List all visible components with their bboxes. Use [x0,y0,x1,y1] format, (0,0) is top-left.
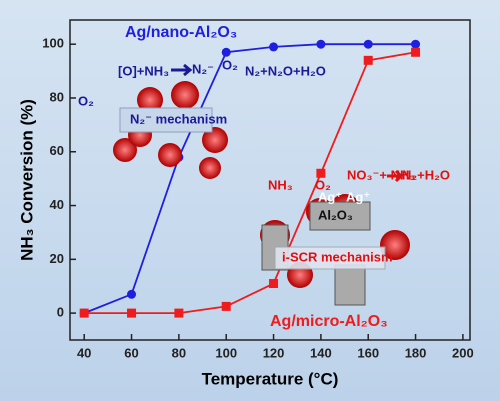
point [316,39,326,49]
annotation: N₂+H₂O [402,167,450,182]
point [269,279,279,289]
illustrations [113,81,410,306]
point [221,301,231,311]
x-tick-label: 80 [172,345,186,360]
arrow [387,169,404,183]
annotation: Ag⁺ [346,189,370,204]
legend-label: Ag/micro-Al₂O₃ [270,313,388,330]
annotation: i-SCR mechanism [282,249,393,264]
x-tick-label: 180 [405,345,427,360]
x-tick-label: 120 [263,345,285,360]
annotation: O₂ [315,177,331,192]
series-line [83,43,416,314]
y-tick-label: 80 [50,89,64,104]
annotation: N₂⁻ [192,61,214,76]
annotation: N₂⁻ mechanism [130,111,227,126]
y-tick-label: 100 [42,36,64,51]
series [79,47,421,318]
legend-label: Ag/nano-Al₂O₃ [125,24,237,41]
point [411,47,421,57]
y-tick-label: 20 [50,251,64,266]
annotation: Al₂O₃ [318,207,353,222]
annotation: O₂ [222,57,238,72]
annotation: N₂+N₂O+H₂O [245,63,326,78]
point [174,308,184,318]
point [221,47,231,57]
annotation: Ag⁺ [318,189,342,204]
point [316,168,326,178]
annotation: [O]+NH₃ [118,63,169,78]
point [127,289,137,299]
x-tick-label: 100 [215,345,237,360]
x-axis-label: Temperature (°C) [202,369,339,388]
point [79,308,89,318]
y-tick-label: 60 [50,143,64,158]
y-tick-label: 40 [50,197,64,212]
annotation: O₂ [78,93,94,108]
plot-frame [69,19,471,341]
point [411,39,421,49]
x-tick-label: 40 [77,345,91,360]
point [127,308,137,318]
x-tick-label: 160 [357,345,379,360]
point [269,42,279,52]
series [79,39,421,318]
series-line [84,51,416,315]
x-tick-label: 200 [452,345,474,360]
x-tick-label: 140 [310,345,332,360]
point [363,39,373,49]
arrow [171,63,193,77]
y-axis-label: NH₃ Conversion (%) [17,99,36,261]
y-tick-label: 0 [57,305,64,320]
annotation: NH₃ [268,177,293,192]
point [363,55,373,65]
x-tick-label: 60 [124,345,138,360]
